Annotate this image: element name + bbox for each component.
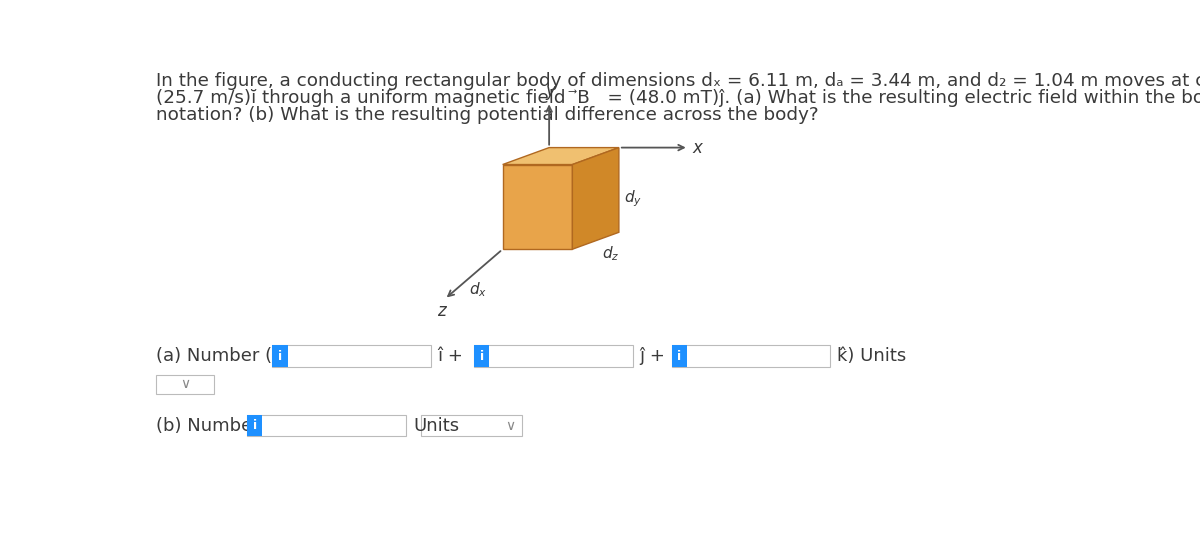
Text: (25.7 m/s)ĭ through a uniform magnetic field  ⃗B   = (48.0 mT)ĵ. (a) What is the: (25.7 m/s)ĭ through a uniform magnetic f… <box>156 89 1200 107</box>
Text: x: x <box>692 139 702 157</box>
Text: i: i <box>252 419 257 432</box>
Text: z: z <box>437 302 445 321</box>
FancyBboxPatch shape <box>672 345 830 367</box>
Text: i: i <box>480 350 484 363</box>
FancyBboxPatch shape <box>474 345 632 367</box>
FancyBboxPatch shape <box>247 415 406 437</box>
Polygon shape <box>503 164 572 249</box>
FancyBboxPatch shape <box>272 345 431 367</box>
FancyBboxPatch shape <box>421 415 522 437</box>
FancyBboxPatch shape <box>474 345 490 367</box>
Polygon shape <box>503 148 619 164</box>
Text: In the figure, a conducting rectangular body of dimensions dₓ = 6.11 m, dₐ = 3.4: In the figure, a conducting rectangular … <box>156 72 1200 90</box>
Text: i: i <box>677 350 682 363</box>
Text: i: i <box>278 350 282 363</box>
Text: ĵ +: ĵ + <box>640 347 665 365</box>
Text: î +: î + <box>438 347 463 365</box>
Text: $d_z$: $d_z$ <box>602 245 619 263</box>
FancyBboxPatch shape <box>672 345 688 367</box>
Text: Units: Units <box>414 417 460 434</box>
FancyBboxPatch shape <box>247 415 263 437</box>
FancyBboxPatch shape <box>272 345 288 367</box>
Text: y: y <box>546 82 556 100</box>
Text: $d_y$: $d_y$ <box>624 188 642 209</box>
Text: $d_x$: $d_x$ <box>469 280 487 299</box>
Text: (b) Number: (b) Number <box>156 417 260 434</box>
FancyBboxPatch shape <box>156 375 215 394</box>
Polygon shape <box>572 148 619 249</box>
Text: ∨: ∨ <box>505 418 516 433</box>
Text: ∨: ∨ <box>180 378 191 391</box>
Text: k̂) Units: k̂) Units <box>836 347 906 365</box>
Text: (a) Number (: (a) Number ( <box>156 347 272 365</box>
Text: notation? (b) What is the resulting potential difference across the body?: notation? (b) What is the resulting pote… <box>156 106 818 124</box>
